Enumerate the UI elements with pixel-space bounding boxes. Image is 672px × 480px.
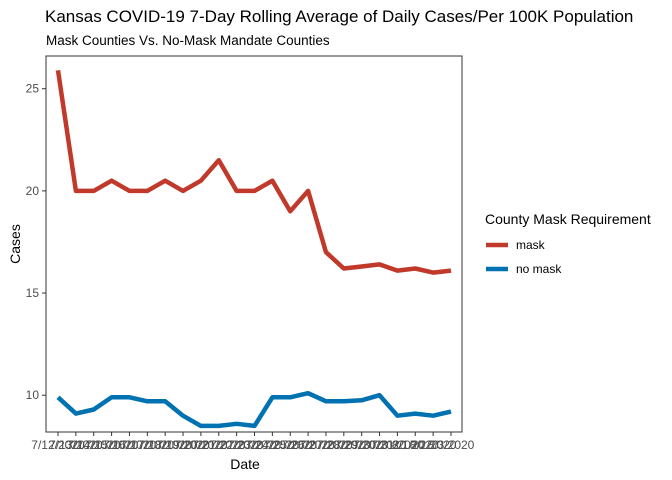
series-line-no-mask: [56, 390, 452, 429]
y-axis-title: Cases: [7, 224, 23, 264]
y-tick-label: 20: [26, 184, 40, 198]
x-tick-label: 7/23/2020: [228, 438, 282, 452]
y-tick-label: 10: [26, 388, 40, 402]
x-tick-label: 7/30/2020: [353, 438, 407, 452]
x-tick-label: 7/15/2020: [85, 438, 139, 452]
x-tick-label: 7/27/2020: [299, 438, 353, 452]
x-tick-label: 7/20/2020: [174, 438, 228, 452]
x-tick-label: 7/18/2020: [138, 438, 192, 452]
x-tick-label: 7/21/2020: [192, 438, 246, 452]
x-tick-label: 8/3/2020: [428, 438, 475, 452]
x-tick-label: 7/19/2020: [156, 438, 210, 452]
x-tick-label: 7/26/2020: [281, 438, 335, 452]
x-tick-label: 7/16/2020: [103, 438, 157, 452]
legend: County Mask Requirement mask no mask: [485, 211, 651, 276]
y-tick-label: 15: [26, 286, 40, 300]
x-tick-label: 8/1/2020: [392, 438, 439, 452]
x-axis: 7/12/20207/13/20207/14/20207/15/20207/16…: [31, 432, 475, 452]
x-tick-label: 7/13/2020: [49, 438, 103, 452]
plot-panel: [45, 55, 463, 433]
chart-title: Kansas COVID-19 7-Day Rolling Average of…: [45, 7, 633, 26]
y-tick-label: 25: [26, 82, 40, 96]
x-tick-label: 7/25/2020: [264, 438, 318, 452]
x-tick-label: 7/29/2020: [335, 438, 389, 452]
x-tick-label: 7/12/2020: [31, 438, 85, 452]
x-tick-label: 7/22/2020: [210, 438, 264, 452]
x-tick-label: 7/31/2020: [371, 438, 425, 452]
legend-label: mask: [516, 238, 546, 252]
x-tick-label: 7/28/2020: [317, 438, 371, 452]
x-tick-label: 7/24/2020: [246, 438, 300, 452]
series-lines: [55, 69, 452, 429]
x-tick-label: 7/14/2020: [67, 438, 121, 452]
y-axis: 10 15 20 25: [26, 82, 46, 402]
chart-subtitle: Mask Counties Vs. No-Mask Mandate Counti…: [46, 33, 330, 48]
x-axis-title: Date: [230, 456, 260, 472]
series-line-mask: [55, 69, 452, 275]
x-tick-label: 7/17/2020: [121, 438, 175, 452]
legend-label: no mask: [516, 262, 562, 276]
legend-title: County Mask Requirement: [485, 211, 651, 227]
x-tick-label: 8/2/2020: [410, 438, 457, 452]
